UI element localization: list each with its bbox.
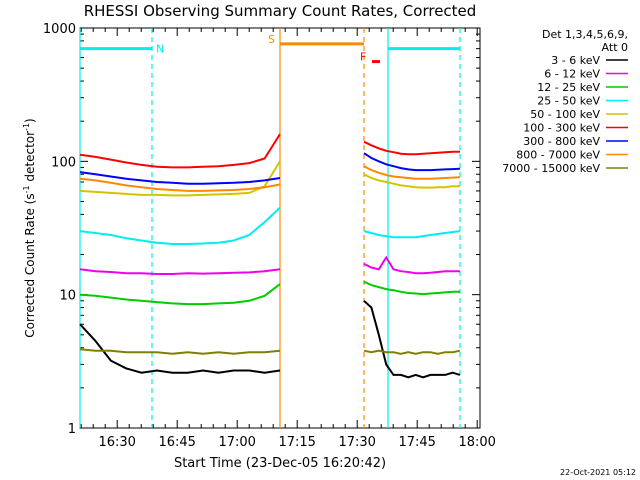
series-line [79,133,281,169]
legend-label: 100 - 300 keV [523,122,600,135]
y-tick-label: 100 [51,155,76,170]
y-tick-label: 1 [68,422,76,437]
y-axis-label-exp2: -1 [22,123,31,131]
legend-label: 25 - 50 keV [537,95,600,108]
x-tick-label: 17:15 [278,435,315,450]
x-tick-label: 16:30 [98,435,135,450]
y-tick-label: 10 [59,289,76,304]
series-line [79,283,281,306]
legend-label: 300 - 800 keV [523,135,600,148]
legend-label: 50 - 100 keV [530,108,600,121]
series-line [363,152,461,172]
series-line [363,165,461,180]
x-tick-label: 18:00 [458,435,495,450]
x-tick-label: 17:45 [398,435,435,450]
series-line [363,349,461,355]
series-line [79,348,281,355]
x-tick-label: 17:30 [338,435,375,450]
x-axis-label: Start Time (23-Dec-05 16:20:42) [174,456,386,471]
x-tick-label: 17:00 [218,435,255,450]
legend-label: 800 - 7000 keV [516,149,600,162]
plot-area: 16:30 16:45 17:00 17:15 17:30 17:45 18:00 1 10 10… [43,22,496,450]
legend-label: 12 - 25 keV [537,81,600,94]
chart-title: RHESSI Observing Summary Count Rates, Co… [84,2,477,20]
legend-label: 3 - 6 keV [551,54,600,67]
y-axis-label: Corrected Count Rate (s-1 detector-1) [22,118,37,337]
series-line [79,268,281,275]
flag-label-f: F [360,51,366,64]
flag-label-s: S [268,33,275,46]
series-line [363,280,460,296]
legend-header: Att 0 [602,41,628,54]
series-line [363,140,460,156]
legend-header: Det 1,3,4,5,6,9, [542,28,628,41]
timestamp: 22-Oct-2021 05:12 [560,468,636,477]
series-line [363,255,460,275]
series-line [79,206,281,245]
series-line [79,160,281,197]
series-line [79,323,281,374]
y-axis-label-exp1: -1 [22,185,31,193]
series-line [363,173,460,189]
series-line [79,171,281,185]
flag-label-n: N [156,43,164,56]
y-axis-label-part3: ) [23,118,37,123]
y-axis-label-part2: detector [23,131,37,186]
legend-label: 6 - 12 keV [544,68,600,81]
series-line [79,177,281,192]
series-line [363,300,461,379]
y-tick-label: 1000 [43,22,76,37]
y-axis-label-part1: Corrected Count Rate (s [23,193,37,337]
series-line [363,230,461,239]
legend-label: 7000 - 15000 keV [502,162,600,175]
x-tick-label: 16:45 [158,435,195,450]
